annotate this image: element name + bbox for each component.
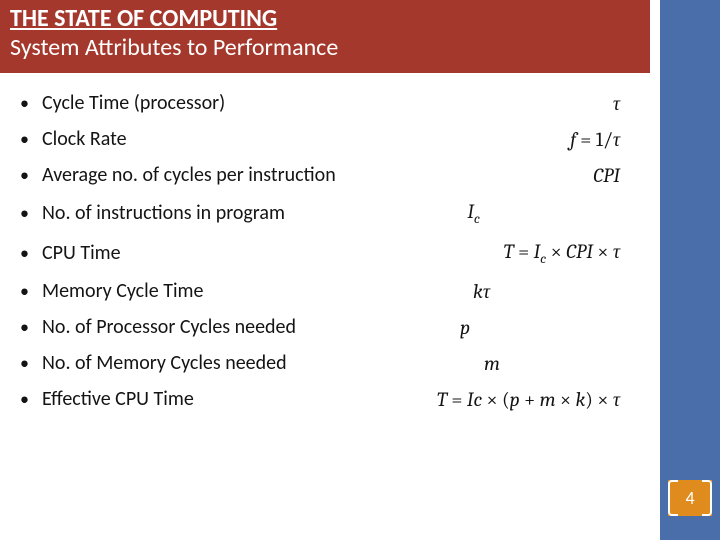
bullet-icon: •: [20, 201, 42, 225]
item-formula: m: [464, 350, 620, 377]
item-label: Effective CPU Time: [42, 386, 194, 413]
list-item: •CPU Time T = Ic × CPI × τ: [20, 238, 620, 269]
bracket-right-icon: [702, 480, 712, 516]
bullet-icon: •: [20, 351, 42, 375]
bullet-icon: •: [20, 315, 42, 339]
item-label: Average no. of cycles per instruction: [42, 162, 336, 189]
bullet-icon: •: [20, 387, 42, 411]
item-formula: τ: [593, 90, 620, 117]
list-item: •Memory Cycle Time kτ: [20, 278, 620, 305]
item-formula: CPI: [573, 162, 620, 189]
slide: THE STATE OF COMPUTING System Attributes…: [0, 0, 720, 540]
page-number: 4: [685, 487, 694, 509]
list-item: •Cycle Time (processor) τ: [20, 90, 620, 117]
bracket-left-icon: [668, 480, 678, 516]
list-item: •Effective CPU Time T = Ic × (p + m × k) …: [20, 386, 620, 413]
item-label: Cycle Time (processor): [42, 90, 225, 117]
item-label: No. of Processor Cycles needed: [42, 314, 296, 341]
item-formula: T = Ic × CPI × τ: [484, 238, 620, 269]
list-item: •No. of instructions in program Ic: [20, 198, 620, 229]
item-formula: T = Ic × (p + m × k) × τ: [417, 386, 620, 413]
item-formula: p: [440, 314, 620, 341]
item-formula: kτ: [453, 278, 620, 305]
right-accent-bar: [660, 0, 720, 540]
bullet-list: •Cycle Time (processor)τ•Clock Ratef = 1…: [20, 90, 620, 422]
item-label: No. of instructions in program: [42, 200, 285, 227]
list-item: •No. of Processor Cycles needed p: [20, 314, 620, 341]
item-formula: Ic: [447, 198, 620, 229]
list-item: •Average no. of cycles per instruction CP…: [20, 162, 620, 189]
item-formula: f = 1/τ: [550, 126, 620, 153]
item-label: No. of Memory Cycles needed: [42, 350, 287, 377]
bullet-icon: •: [20, 241, 42, 265]
slide-title: THE STATE OF COMPUTING: [10, 6, 640, 32]
slide-header: THE STATE OF COMPUTING System Attributes…: [0, 0, 650, 73]
item-label: Clock Rate: [42, 126, 127, 153]
page-number-badge: 4: [668, 480, 712, 516]
bullet-icon: •: [20, 163, 42, 187]
bullet-icon: •: [20, 91, 42, 115]
bullet-icon: •: [20, 127, 42, 151]
slide-subtitle: System Attributes to Performance: [10, 34, 640, 63]
item-label: CPU Time: [42, 240, 121, 267]
item-label: Memory Cycle Time: [42, 278, 203, 305]
bullet-icon: •: [20, 279, 42, 303]
list-item: •Clock Rate f = 1/τ: [20, 126, 620, 153]
list-item: •No. of Memory Cycles needed m: [20, 350, 620, 377]
